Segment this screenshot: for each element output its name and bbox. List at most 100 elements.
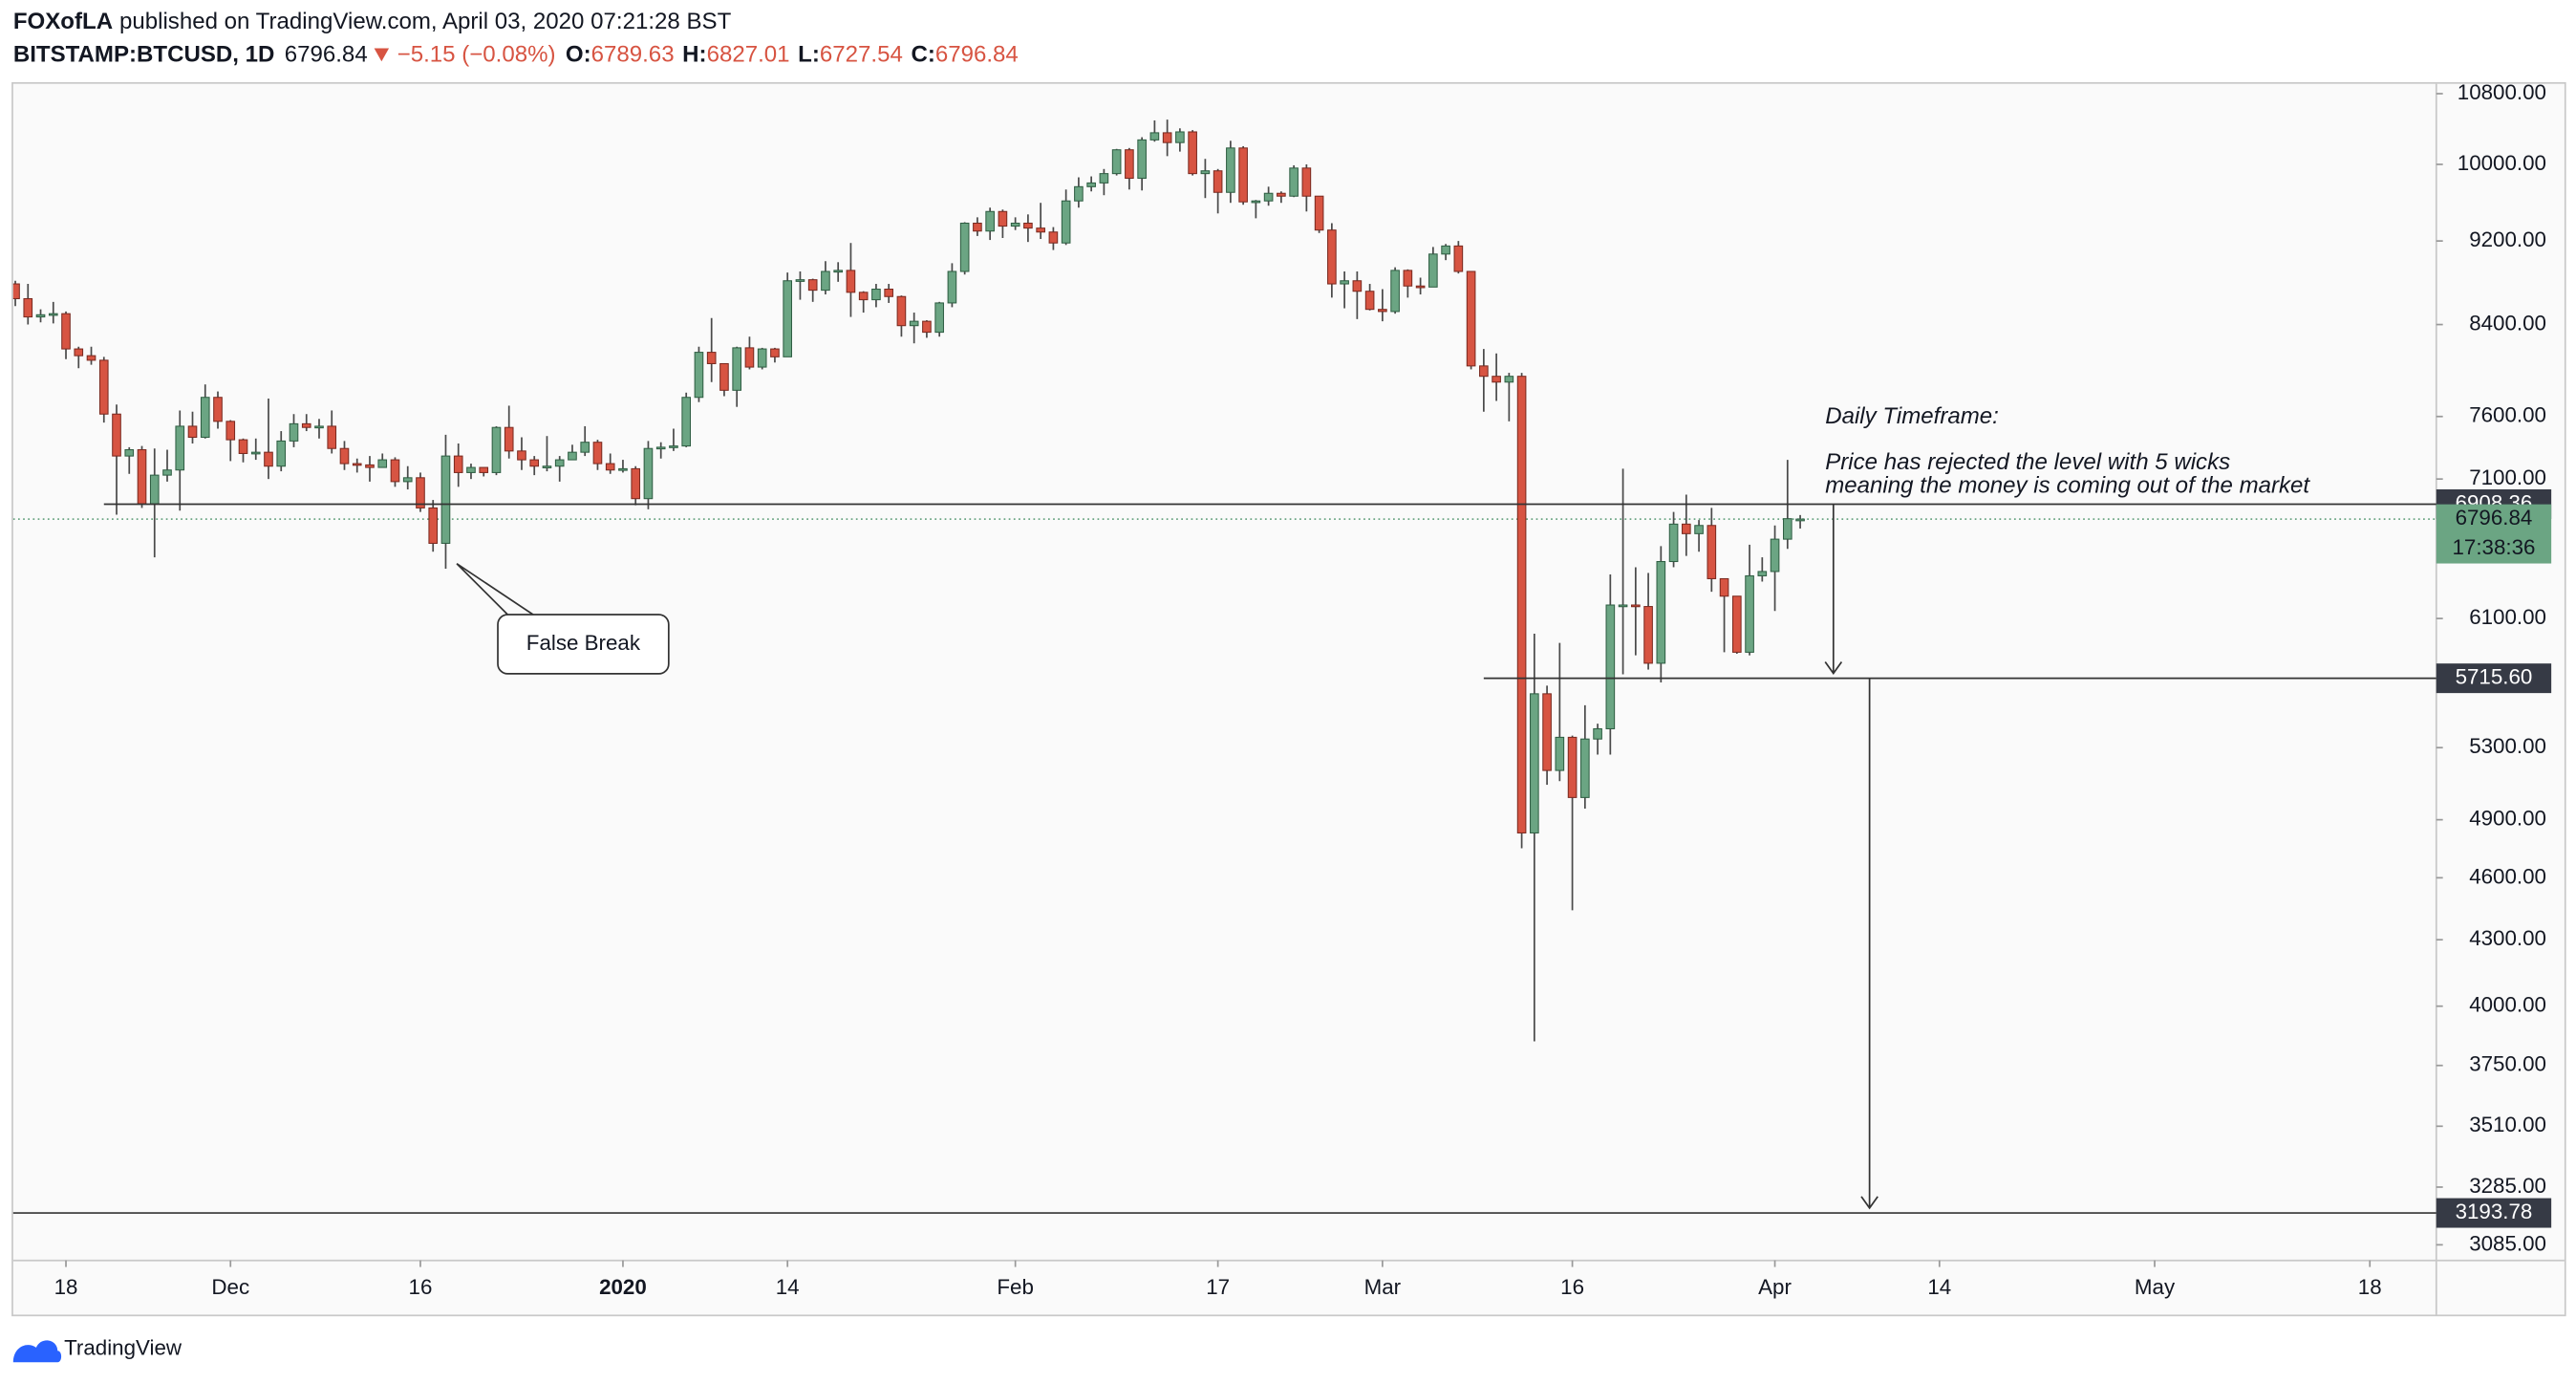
candle-body [1048, 231, 1059, 244]
candle-body [453, 455, 463, 473]
candle-body [1516, 376, 1527, 833]
y-tick-label: 10800.00 [2458, 80, 2546, 104]
candle-body [23, 297, 33, 318]
candle-body [1175, 131, 1185, 143]
x-tick-label: 17 [1206, 1275, 1230, 1299]
candle-body [744, 347, 755, 368]
y-tick-label: 4600.00 [2469, 864, 2546, 888]
candle-body [238, 439, 248, 454]
candle-body [1618, 604, 1628, 608]
candle-body [732, 347, 742, 391]
candle-body [112, 413, 121, 457]
ohlc-value: 6827.01 [707, 42, 790, 68]
candle-body [1200, 170, 1211, 175]
candle-body [339, 447, 350, 465]
annotation: Daily Timeframe: [1825, 403, 1999, 429]
candle-body [1782, 518, 1792, 540]
author: FOXofLA [13, 9, 113, 34]
candle-body [1340, 280, 1349, 285]
candle-body [440, 455, 451, 544]
candle-body [770, 348, 780, 357]
candle-body [1226, 147, 1235, 193]
candle-body [1795, 518, 1805, 522]
candle-body [1352, 280, 1363, 292]
x-tick-label: Dec [211, 1275, 249, 1299]
header-line-2: BITSTAMP:BTCUSD, 1D 6796.84 −5.15 (−0.08%)… [13, 42, 1019, 68]
candle-body [1061, 200, 1071, 244]
ohlc-value: 6789.63 [591, 42, 675, 68]
candle-body [757, 348, 767, 368]
x-tick-label: 18 [54, 1275, 78, 1299]
x-tick-label: 18 [2358, 1275, 2382, 1299]
candle-body [1390, 270, 1400, 313]
candle-body [858, 292, 869, 301]
candle-body [149, 474, 160, 505]
candle-body [1415, 285, 1426, 289]
y-tick-label: 4300.00 [2469, 926, 2546, 950]
candle-body [947, 270, 957, 304]
candle-body [542, 465, 552, 468]
ohlc-label: L: [798, 42, 820, 68]
candle-body [1428, 253, 1438, 288]
candle-body [264, 451, 273, 467]
candle-body [1125, 149, 1134, 180]
candle-body [1111, 149, 1122, 175]
arrow-head [1824, 660, 1843, 675]
candle-body [655, 446, 666, 450]
candle-body [1023, 222, 1033, 229]
candle-body [884, 289, 893, 297]
candle-body [833, 270, 843, 273]
candle-body [517, 450, 526, 461]
change: −5.15 (−0.08%) [397, 42, 556, 68]
candle-body [1277, 192, 1286, 197]
level-label-box [2436, 663, 2552, 694]
candle-body [592, 442, 603, 465]
candle-body [162, 469, 172, 476]
candle-body [1403, 270, 1413, 287]
logo-icon [12, 1340, 62, 1363]
candle-body [276, 440, 287, 467]
x-tick-label: 14 [776, 1275, 800, 1299]
candle-body [1188, 131, 1197, 175]
annotation: meaning the money is coming out of the m… [1825, 472, 2310, 498]
candle-body [568, 451, 577, 461]
y-tick-label: 10000.00 [2458, 151, 2546, 175]
candle-body [783, 280, 792, 357]
y-tick-label: 3750.00 [2469, 1052, 2546, 1076]
candle-body [402, 477, 413, 483]
candle-body [807, 279, 818, 292]
candle-body [86, 355, 97, 361]
y-tick-label: 4900.00 [2469, 807, 2546, 831]
candle-body [1149, 132, 1160, 141]
candle-body [225, 421, 236, 441]
price: 6796.84 [285, 42, 368, 68]
candle-body [1238, 147, 1248, 203]
candle-body [48, 313, 58, 316]
candle-body [12, 283, 20, 299]
candle-body [365, 464, 375, 468]
x-tick-label: 14 [1927, 1275, 1951, 1299]
chart-frame [11, 81, 2566, 1317]
candle-body [985, 210, 995, 232]
level-label-box [2436, 1198, 2552, 1228]
candle-body [1074, 185, 1084, 202]
candle-body [61, 313, 71, 350]
candle-body [1567, 736, 1578, 798]
published: published on TradingView.com, April 03, … [119, 9, 732, 34]
candle-body [605, 463, 615, 471]
candle-body [1668, 523, 1679, 563]
callout-box [497, 614, 670, 675]
x-tick-label: 16 [409, 1275, 433, 1299]
candle-body [669, 445, 678, 448]
x-tick-label: Feb [997, 1275, 1034, 1299]
ohlc-label: C: [911, 42, 934, 68]
candle-body [631, 467, 641, 500]
candle-body [1593, 727, 1602, 740]
candle-body [934, 302, 944, 334]
y-tick-label: 4000.00 [2469, 993, 2546, 1017]
y-tick-label: 7600.00 [2469, 403, 2546, 427]
logo: TradingView [12, 1335, 182, 1363]
candle-body [1479, 365, 1489, 378]
candle-body [1682, 523, 1691, 534]
